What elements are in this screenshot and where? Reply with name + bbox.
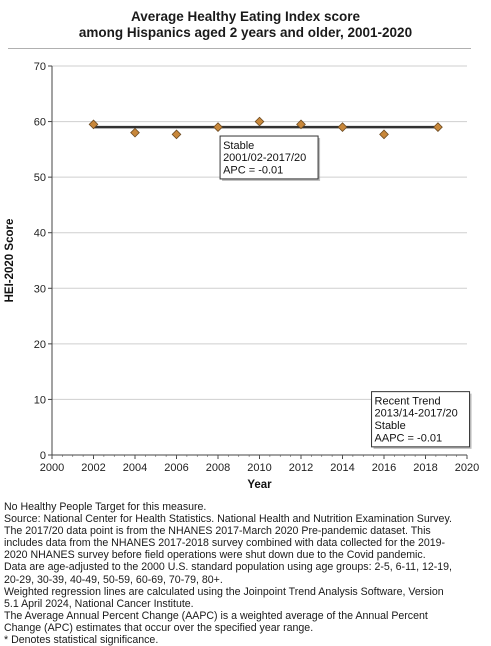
y-tick-label: 20 [34,339,46,351]
data-points [88,116,443,140]
x-tick-label: 2004 [123,462,147,474]
data-point [130,127,140,138]
annotation-text: Recent Trend [375,395,441,407]
footnote-line: 20-29, 30-39, 40-49, 50-59, 60-69, 70-79… [4,573,223,586]
chart-title: Average Healthy Eating Index score among… [0,9,491,41]
annotation-text: Stable [375,420,406,432]
y-tick-label: 70 [34,61,46,73]
data-point [254,116,265,127]
x-tick-label: 2010 [247,462,271,474]
footnote-line: 5.1 April 2024, National Cancer Institut… [4,597,194,610]
x-axis-title: Year [247,479,272,491]
y-tick-label: 50 [34,172,46,184]
footnote-line: * Denotes statistical significance. [4,634,159,646]
x-tick-label: 2000 [40,462,64,474]
annotation-frame [371,391,471,448]
y-axis-title: HEI-2020 Score [4,219,16,303]
footnote-line: Change (APC) estimates that occur over t… [4,621,314,634]
grid-lines [52,65,467,400]
y-tick-label: 60 [34,117,46,129]
axes [48,65,468,459]
x-tick-label: 2020 [455,462,479,474]
y-tick-label: 40 [34,228,46,240]
footnote-line: The Average Annual Percent Change (AAPC)… [4,609,428,622]
data-point [171,129,182,140]
chart-title-line-2: among Hispanics aged 2 years and older, … [78,25,413,40]
footnote-line: Data are age-adjusted to the 2000 U.S. s… [4,561,452,574]
title-divider [8,48,471,49]
y-tick-label: 30 [34,283,46,295]
y-tick-label: 10 [34,394,46,406]
data-point [379,129,389,140]
data-point [337,122,348,132]
data-point [296,119,306,130]
trend-chart: 0 10 20 30 40 50 60 70 2000 2002 2004 2006 2008 2010… [4,61,479,491]
data-point [88,119,99,130]
footnote-line: Source: National Center for Health Stati… [4,513,452,526]
x-tick-label: 2012 [289,462,313,474]
annotation-text: APC = -0.01 [223,164,283,176]
chart-title-line-1: Average Healthy Eating Index score [130,9,361,24]
x-tick-label: 2018 [413,462,437,474]
x-tick-label: 2008 [206,462,230,474]
footnotes: No Healthy People Target for this measur… [4,501,490,646]
annotation-text: AAPC = -0.01 [375,432,443,444]
y-tick-label: 0 [40,450,46,462]
x-tick-label: 2016 [372,462,396,474]
x-tick-labels: 2000 2002 2004 2006 2008 2010 2012 2014 2016 2018… [40,462,479,474]
annotation-frame [219,135,319,180]
data-point [213,122,223,132]
annotation-text: 2001/02-2017/20 [223,152,306,164]
x-tick-label: 2014 [330,462,354,474]
y-tick-labels: 0 10 20 30 40 50 60 70 [34,61,46,462]
annotation-text: Stable [223,140,254,152]
footnote-line: 2020 NHANES survey before field operatio… [4,549,426,562]
annotation-text: 2013/14-2017/20 [375,408,458,420]
x-tick-label: 2002 [81,462,105,474]
footnote-line: No Healthy People Target for this measur… [4,501,207,513]
footnote-line: includes data from the NHANES 2017-2018 … [4,537,446,550]
data-point [433,122,443,132]
x-tick-label: 2006 [164,462,188,474]
footnote-line: The 2017/20 data point is from the NHANE… [4,525,431,538]
footnote-line: Weighted regression lines are calculated… [4,585,444,598]
